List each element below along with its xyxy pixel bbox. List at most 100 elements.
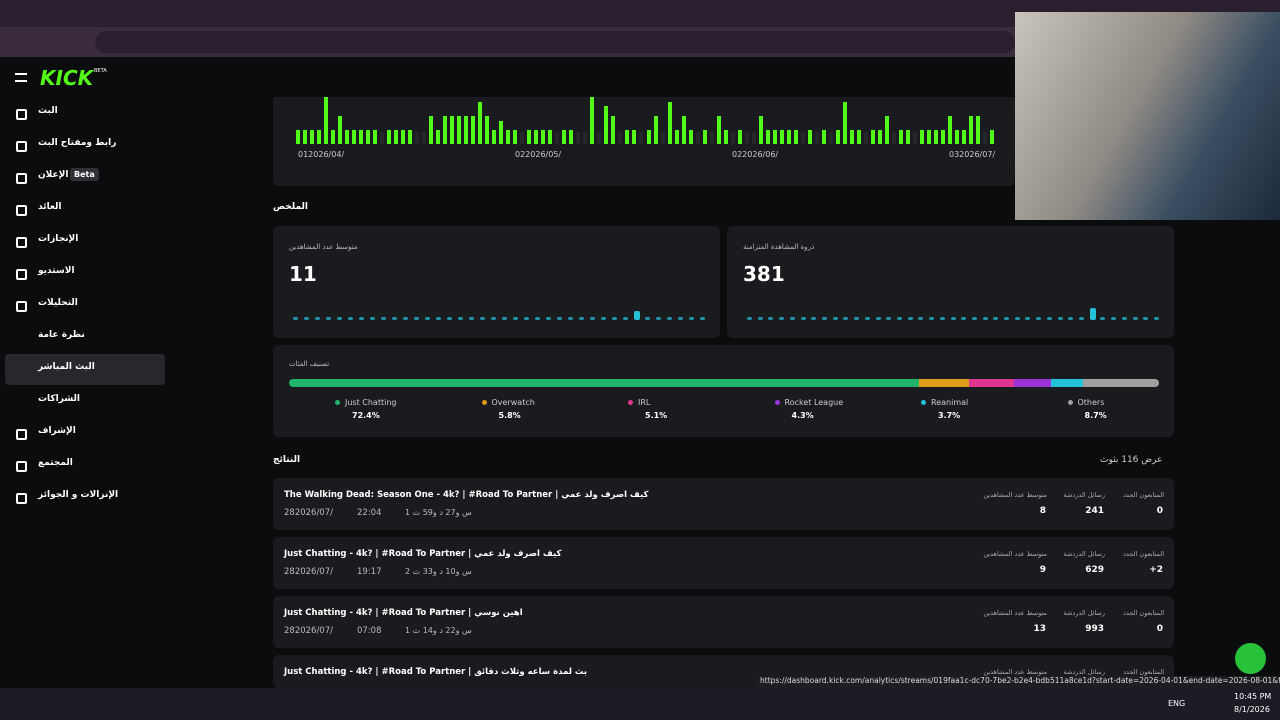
activity-bar <box>429 115 434 144</box>
menu-label[interactable]: التحليلات <box>38 298 78 308</box>
taskbar-time[interactable]: 10:45 PM <box>1234 692 1272 701</box>
activity-bar <box>464 115 469 144</box>
spark-point <box>425 317 430 320</box>
menu-icon <box>16 301 27 312</box>
activity-bar <box>485 115 490 144</box>
taskbar-date[interactable]: 8/1/2026 <box>1234 705 1270 714</box>
spark-point <box>907 317 913 320</box>
column-label: متوسط عدد المشاهدين <box>983 668 1047 676</box>
activity-bar <box>310 129 315 144</box>
menu-label[interactable]: البث المباشر <box>38 362 95 372</box>
spark-point <box>392 317 397 320</box>
menu-label[interactable]: الإنزالات و الجوائز <box>38 490 119 500</box>
result-row[interactable] <box>273 478 1174 530</box>
activity-bar <box>345 129 350 144</box>
menu-label[interactable]: الإعلان <box>38 170 69 180</box>
row-stat: 13 <box>1033 624 1046 634</box>
menu-label[interactable]: الإنجازات <box>38 234 79 244</box>
spark-point <box>689 317 694 320</box>
legend-dot <box>335 400 340 405</box>
activity-bar <box>436 129 441 144</box>
spark-point <box>961 317 967 320</box>
legend-share: 8.7% <box>1084 411 1107 420</box>
legend-name: Overwatch <box>491 398 535 407</box>
column-label: رسائل الدردشة <box>1063 609 1105 617</box>
menu-label[interactable]: الاستديو <box>38 266 75 276</box>
spark-point <box>458 317 463 320</box>
category-segment <box>969 379 1014 387</box>
spark-point <box>811 317 817 320</box>
spark-point <box>337 317 342 320</box>
menu-label[interactable]: رابط ومفتاح البث <box>38 138 117 148</box>
activity-bar <box>912 132 917 144</box>
activity-bar <box>625 129 630 144</box>
activity-bar <box>597 132 602 144</box>
legend-name: Rocket League <box>784 398 844 407</box>
legend-dot <box>921 400 926 405</box>
activity-bar <box>695 132 700 144</box>
activity-bar <box>800 132 805 144</box>
activity-bar <box>751 132 756 144</box>
taskbar-lang[interactable]: ENG <box>1168 699 1186 708</box>
menu-label[interactable]: الإشراف <box>38 426 76 436</box>
date-label: 022026/06/ <box>732 150 779 159</box>
spark-point <box>1132 317 1138 320</box>
help-button[interactable] <box>1235 643 1266 674</box>
activity-bar <box>681 115 686 144</box>
logo[interactable]: KICK <box>40 66 94 90</box>
activity-bar <box>856 129 861 144</box>
activity-bar <box>730 132 735 144</box>
spark-point <box>623 317 628 320</box>
activity-bar <box>359 129 364 144</box>
column-label: المتابعون الجدد <box>1123 550 1164 558</box>
column-label: المتابعون الجدد <box>1123 668 1164 676</box>
category-segment <box>918 379 970 387</box>
spark-point <box>502 317 507 320</box>
activity-bar <box>583 132 588 144</box>
menu-icon <box>16 205 27 216</box>
spark-point <box>971 317 977 320</box>
category-segment <box>289 379 919 387</box>
menu-icon <box>16 173 27 184</box>
activity-bar <box>611 115 616 144</box>
spark-point <box>1111 317 1117 320</box>
selected-bg <box>5 354 165 385</box>
activity-bar <box>793 129 798 144</box>
menu-badge: Beta <box>70 168 99 181</box>
menu-icon <box>16 461 27 472</box>
menu-label[interactable]: الشراكات <box>38 394 80 404</box>
activity-bar <box>471 115 476 144</box>
summary-label: ذروة المشاهدة المتزامنة <box>743 243 815 251</box>
spark-point <box>747 317 752 320</box>
result-row[interactable] <box>273 537 1174 589</box>
result-row[interactable] <box>273 596 1174 648</box>
activity-bar <box>541 129 546 144</box>
activity-bar <box>807 129 812 144</box>
spark-point <box>950 317 956 320</box>
activity-bar <box>849 129 854 144</box>
activity-bar <box>653 115 658 144</box>
activity-bar <box>401 129 406 144</box>
menu-icon[interactable] <box>15 73 27 82</box>
spark-point <box>1014 317 1020 320</box>
activity-bar <box>737 129 742 144</box>
spark-point <box>779 317 785 320</box>
column-label: متوسط عدد المشاهدين <box>983 609 1047 617</box>
spark-point <box>821 317 827 320</box>
address-bar[interactable] <box>95 31 1015 53</box>
menu-label[interactable]: البث <box>38 106 58 116</box>
menu-icon <box>16 141 27 152</box>
menu-label[interactable]: المجتمع <box>38 458 73 468</box>
menu-label[interactable]: نظرة عامة <box>38 330 85 340</box>
categories-card <box>273 345 1174 437</box>
menu-label[interactable]: العائد <box>38 202 62 212</box>
spark-point <box>843 317 849 320</box>
activity-bar <box>555 132 560 144</box>
row-time: 19:17 <box>357 567 382 577</box>
spark-point <box>469 317 474 320</box>
spark-point <box>546 317 551 320</box>
spark-point <box>1004 317 1010 320</box>
activity-bar <box>884 115 889 144</box>
row-date: 282026/07/ <box>284 567 333 577</box>
results-count: عرض 116 بثوث <box>1100 455 1163 465</box>
